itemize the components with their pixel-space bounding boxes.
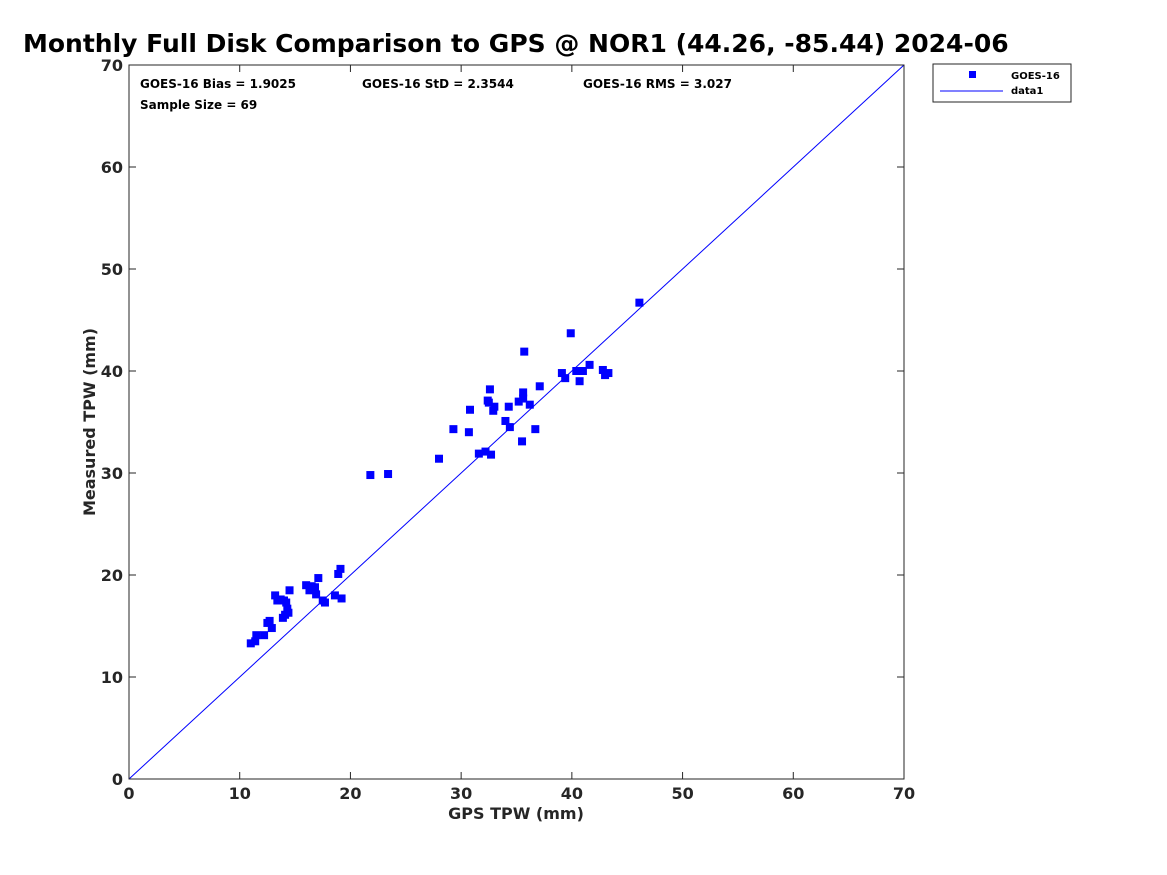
data-point: [320, 598, 329, 607]
legend: GOES-16 data1: [932, 63, 1072, 103]
data-point: [519, 388, 528, 397]
y-tick-label: 70: [101, 56, 123, 75]
data-point: [514, 397, 523, 406]
data-point: [572, 367, 581, 375]
data-point: [314, 574, 323, 583]
data-point: [481, 447, 490, 456]
y-tick-label: 40: [101, 362, 123, 381]
x-tick-label: 10: [229, 784, 251, 803]
data-point: [635, 298, 644, 307]
axes-box: [128, 64, 905, 780]
legend-label-data1: data1: [1011, 86, 1043, 97]
data-point: [435, 454, 443, 463]
y-tick-label: 50: [101, 260, 123, 279]
data-point: [284, 608, 293, 617]
rms-annotation: GOES-16 RMS = 3.027: [583, 77, 732, 91]
data-point: [561, 374, 570, 383]
data-point: [312, 590, 321, 599]
data-point: [566, 329, 575, 338]
y-tick-label: 10: [101, 668, 123, 687]
data-point: [282, 598, 291, 607]
data-point: [285, 586, 294, 595]
data-point: [519, 394, 528, 403]
data-point: [535, 382, 544, 391]
data-point: [489, 406, 498, 415]
y-axis-label: Measured TPW (mm): [80, 328, 99, 516]
x-tick-label: 60: [782, 784, 804, 803]
data-point: [246, 639, 255, 648]
y-tick-label: 30: [101, 464, 123, 483]
data-point: [271, 591, 280, 600]
x-tick-label: 30: [450, 784, 472, 803]
data-point: [575, 377, 584, 386]
data-point: [557, 369, 566, 378]
data-point: [334, 569, 343, 578]
data-point: [520, 347, 529, 356]
y-tick-label: 60: [101, 158, 123, 177]
x-tick-label: 50: [671, 784, 693, 803]
legend-box: [932, 63, 1072, 103]
x-tick-label: 0: [123, 784, 134, 803]
data-point: [251, 637, 260, 646]
std-annotation: GOES-16 StD = 2.3544: [362, 77, 514, 91]
x-tick-label: 20: [339, 784, 361, 803]
legend-label-goes16: GOES-16: [1011, 71, 1060, 82]
data-point: [366, 471, 375, 480]
data-point: [336, 564, 345, 573]
data-point: [337, 594, 346, 603]
plot-area: [128, 64, 905, 780]
chart-title: Monthly Full Disk Comparison to GPS @ NO…: [23, 29, 1009, 58]
data-point: [330, 591, 339, 600]
data-point: [305, 586, 314, 595]
y-tick-label: 20: [101, 566, 123, 585]
legend-marker-goes16: [969, 71, 976, 78]
data-point: [531, 425, 540, 434]
data-point: [283, 604, 292, 613]
data-point: [384, 470, 393, 479]
series-line-data1: [128, 64, 905, 780]
data-point: [487, 450, 496, 459]
x-axis-label: GPS TPW (mm): [448, 804, 584, 823]
data-point: [504, 402, 513, 411]
bias-annotation: GOES-16 Bias = 1.9025: [140, 77, 296, 91]
data-point: [265, 616, 274, 625]
sample-size-annotation: Sample Size = 69: [140, 98, 257, 112]
data-point: [466, 405, 474, 414]
data-point: [525, 400, 534, 409]
data-point: [604, 369, 613, 378]
data-point: [260, 631, 269, 640]
data-point: [464, 428, 473, 437]
data-point: [311, 583, 319, 592]
data-point: [484, 398, 493, 407]
data-point: [252, 631, 261, 640]
data-point: [505, 423, 514, 432]
x-axis: 0 10 20 30 40 50 60 70: [123, 65, 915, 803]
data-point: [578, 367, 587, 375]
x-tick-label: 40: [561, 784, 583, 803]
data-point: [302, 581, 311, 590]
data-point: [501, 416, 510, 425]
data-point: [585, 360, 594, 369]
data-point: [474, 449, 483, 458]
y-tick-label: 0: [112, 770, 123, 789]
data-point: [485, 385, 494, 394]
data-point: [490, 402, 499, 411]
data-point: [518, 437, 527, 446]
data-point: [449, 425, 458, 434]
y-axis: 0 10 20 30 40 50 60 70: [101, 56, 904, 789]
x-tick-label: 70: [893, 784, 915, 803]
data-point: [267, 624, 276, 633]
data-point: [598, 365, 607, 374]
